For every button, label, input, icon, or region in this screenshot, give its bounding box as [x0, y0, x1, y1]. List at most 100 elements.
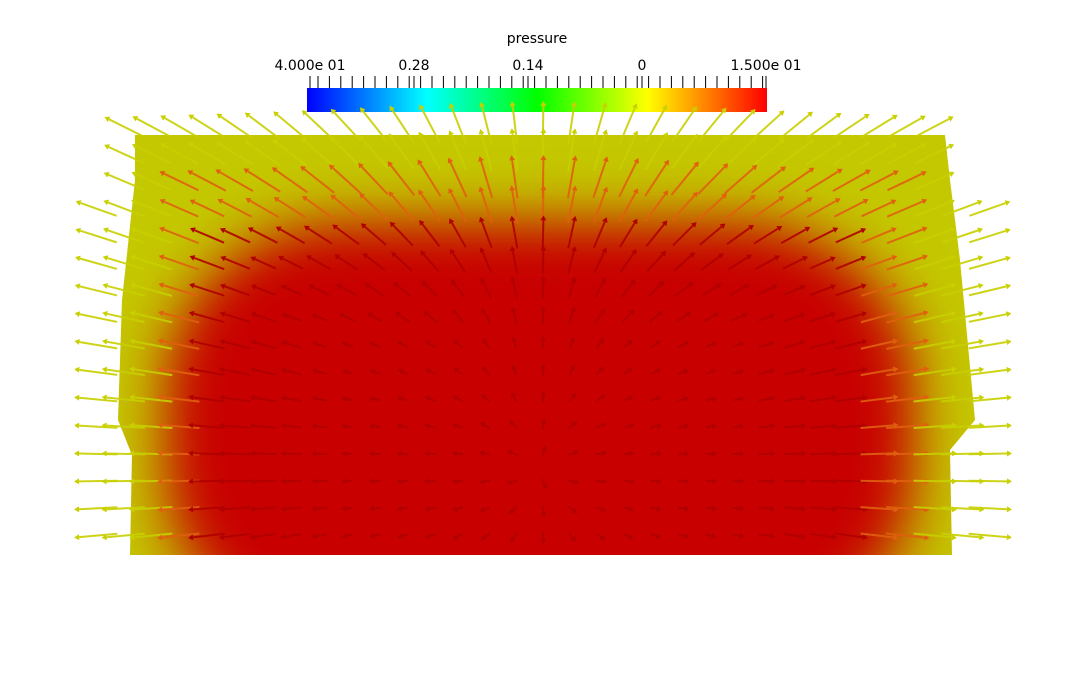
vector-head — [311, 423, 317, 430]
vector-shaft — [568, 423, 575, 430]
vector-head — [369, 533, 375, 539]
vector-head — [509, 155, 516, 161]
vector-shaft — [645, 108, 666, 144]
domain — [118, 135, 975, 555]
vector-head — [388, 133, 394, 140]
vector-shaft — [541, 422, 545, 430]
vector-head — [540, 306, 547, 312]
vector-head — [655, 340, 662, 346]
vector-shaft — [192, 506, 226, 511]
vector-head — [922, 254, 928, 261]
vector-head — [800, 422, 807, 429]
vector-shaft — [277, 198, 307, 219]
vector-head — [220, 283, 226, 290]
vector-shaft — [456, 342, 464, 349]
vector-shaft — [420, 108, 441, 144]
vector-head — [570, 276, 577, 283]
vector-shaft — [511, 160, 519, 199]
vector-shaft — [451, 252, 467, 273]
vector-head — [280, 367, 287, 374]
vector-shaft — [511, 250, 519, 274]
vector-shaft — [163, 144, 199, 165]
vector-shaft — [778, 114, 810, 140]
vector-head — [506, 479, 513, 485]
vector-shaft — [705, 533, 713, 537]
vector-shaft — [784, 314, 802, 323]
vector-shaft — [730, 314, 744, 322]
vector-shaft — [511, 451, 519, 456]
vector-shaft — [512, 311, 518, 324]
vector-shaft — [373, 398, 381, 402]
vector-head — [629, 478, 635, 485]
vector-head — [389, 105, 395, 112]
vector-shaft — [219, 171, 254, 193]
vector-head — [220, 255, 227, 262]
vector-shaft — [512, 423, 518, 430]
vector-shaft — [450, 107, 467, 144]
vector-head — [890, 227, 897, 233]
vector-head — [832, 227, 839, 233]
vector-head — [978, 366, 985, 373]
vector-head — [569, 365, 576, 371]
vector-shaft — [835, 479, 863, 483]
vector-head — [770, 505, 776, 512]
vector-shaft — [108, 118, 144, 138]
vector-shaft — [567, 220, 576, 249]
vector-head — [249, 450, 255, 457]
vector-shaft — [193, 340, 225, 350]
vector-head — [719, 223, 726, 230]
vector-shaft — [223, 424, 251, 429]
vector-shaft — [835, 313, 863, 323]
vector-head — [919, 115, 926, 121]
vector-shaft — [254, 396, 277, 403]
vector-head — [103, 199, 110, 206]
vector-head — [74, 311, 81, 318]
vector-shaft — [758, 370, 771, 376]
vector-shaft — [968, 506, 1008, 511]
vector-shaft — [254, 452, 277, 456]
vector-shaft — [913, 368, 952, 377]
vector-shaft — [913, 256, 952, 271]
vector-shaft — [566, 160, 576, 199]
vector-shaft — [941, 424, 980, 429]
vector-head — [573, 449, 580, 456]
vector-shaft — [913, 396, 952, 403]
vector-shaft — [373, 506, 381, 510]
vector-head — [862, 394, 868, 401]
vector-shaft — [809, 341, 832, 350]
vector-head — [769, 313, 775, 319]
vector-shaft — [941, 312, 980, 324]
vector-shaft — [511, 505, 518, 512]
vector-shaft — [401, 425, 409, 429]
vector-head — [836, 168, 843, 174]
vector-head — [864, 169, 871, 175]
vector-shaft — [751, 140, 783, 168]
vector-shaft — [275, 141, 308, 167]
vector-head — [891, 254, 898, 261]
vector-shaft — [592, 160, 607, 198]
vector-shaft — [450, 191, 468, 223]
vector-head — [481, 307, 487, 314]
vector-shaft — [108, 146, 145, 164]
vector-shaft — [428, 397, 436, 402]
vector-shaft — [677, 533, 685, 538]
vector-shaft — [834, 424, 863, 429]
vector-shaft — [805, 114, 838, 140]
vector-head — [448, 130, 454, 137]
vector-head — [977, 283, 984, 289]
vector-shaft — [887, 117, 922, 138]
vector-shaft — [568, 368, 574, 376]
vector-shaft — [594, 311, 604, 324]
vector-shaft — [401, 506, 409, 510]
vector-head — [769, 395, 776, 402]
vector-head — [479, 506, 486, 513]
vector-head — [130, 254, 137, 261]
vector-shaft — [833, 200, 865, 218]
vector-shaft — [254, 506, 277, 511]
vector-head — [358, 162, 364, 169]
vector-head — [341, 396, 348, 403]
vector-head — [188, 366, 194, 373]
vector-head — [774, 255, 780, 261]
vector-head — [921, 226, 928, 233]
vector-shaft — [340, 285, 357, 297]
